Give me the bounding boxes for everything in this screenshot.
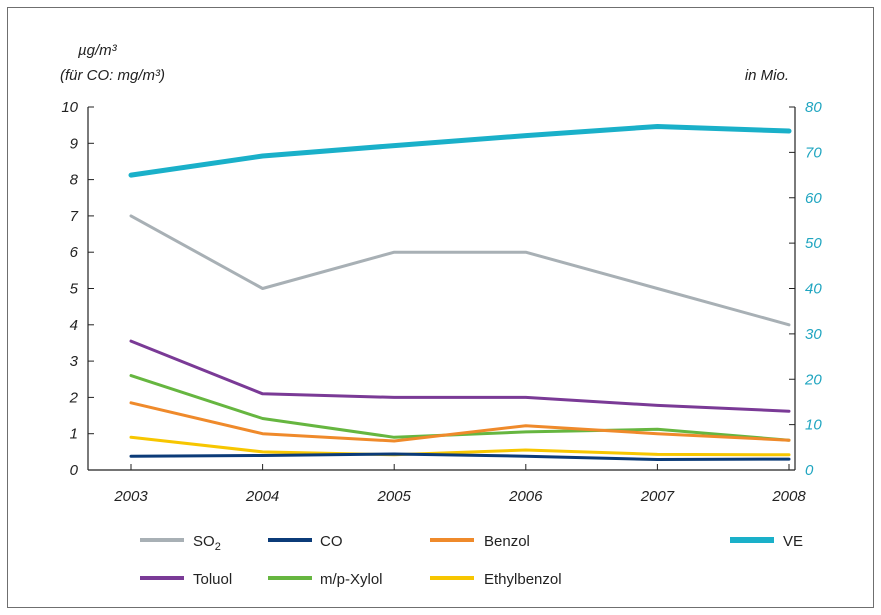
x-tick-label: 2004 [245, 488, 279, 505]
left-tick-label: 6 [70, 244, 79, 261]
left-tick-label: 3 [70, 353, 79, 370]
left-tick-label: 10 [61, 99, 78, 116]
legend-label-toluol: Toluol [193, 571, 232, 588]
right-tick-label: 40 [805, 281, 822, 298]
series-line-ethylbenzol [129, 435, 791, 457]
right-axis-unit: in Mio. [745, 67, 789, 84]
left-tick-label: 4 [70, 317, 78, 334]
series-line-ve [128, 124, 792, 178]
left-tick-label: 5 [70, 281, 79, 298]
left-axis-unit-line2: (für CO: mg/m³) [60, 67, 165, 84]
x-tick-label: 2003 [113, 488, 148, 505]
legend-label-ve: VE [783, 533, 803, 550]
right-tick-label: 60 [805, 190, 822, 207]
right-tick-label: 80 [805, 99, 822, 116]
x-tick-label: 2006 [508, 488, 543, 505]
left-axis-unit-line1: µg/m³ [78, 42, 118, 59]
series-line-benzol [129, 401, 791, 443]
left-tick-label: 7 [70, 208, 79, 225]
left-tick-label: 9 [70, 135, 79, 152]
right-tick-label: 50 [805, 235, 822, 252]
left-tick-label: 8 [70, 172, 79, 189]
series-line-so2 [129, 214, 791, 327]
right-tick-label: 20 [804, 371, 822, 388]
right-tick-label: 70 [805, 144, 822, 161]
legend-label-co: CO [320, 533, 343, 550]
legend-label-benzol: Benzol [484, 533, 530, 550]
left-tick-label: 0 [70, 462, 79, 479]
left-tick-label: 2 [69, 389, 79, 406]
right-tick-label: 30 [805, 326, 822, 343]
chart-frame [7, 7, 874, 608]
x-tick-label: 2005 [377, 488, 412, 505]
legend-label-ethylbenzol: Ethylbenzol [484, 571, 562, 588]
right-tick-label: 10 [805, 417, 822, 434]
legend-label-xylol: m/p-Xylol [320, 571, 383, 588]
x-tick-label: 2008 [771, 488, 806, 505]
x-tick-label: 2007 [640, 488, 675, 505]
legend-label-so2: SO2 [193, 533, 221, 553]
left-tick-label: 1 [70, 426, 78, 443]
series-line-toluol [129, 339, 791, 413]
legend: SO2 CO Benzol VE Toluol m/p-Xylol Ethylb… [140, 533, 803, 588]
right-tick-label: 0 [805, 462, 814, 479]
series-line-co [129, 452, 791, 461]
